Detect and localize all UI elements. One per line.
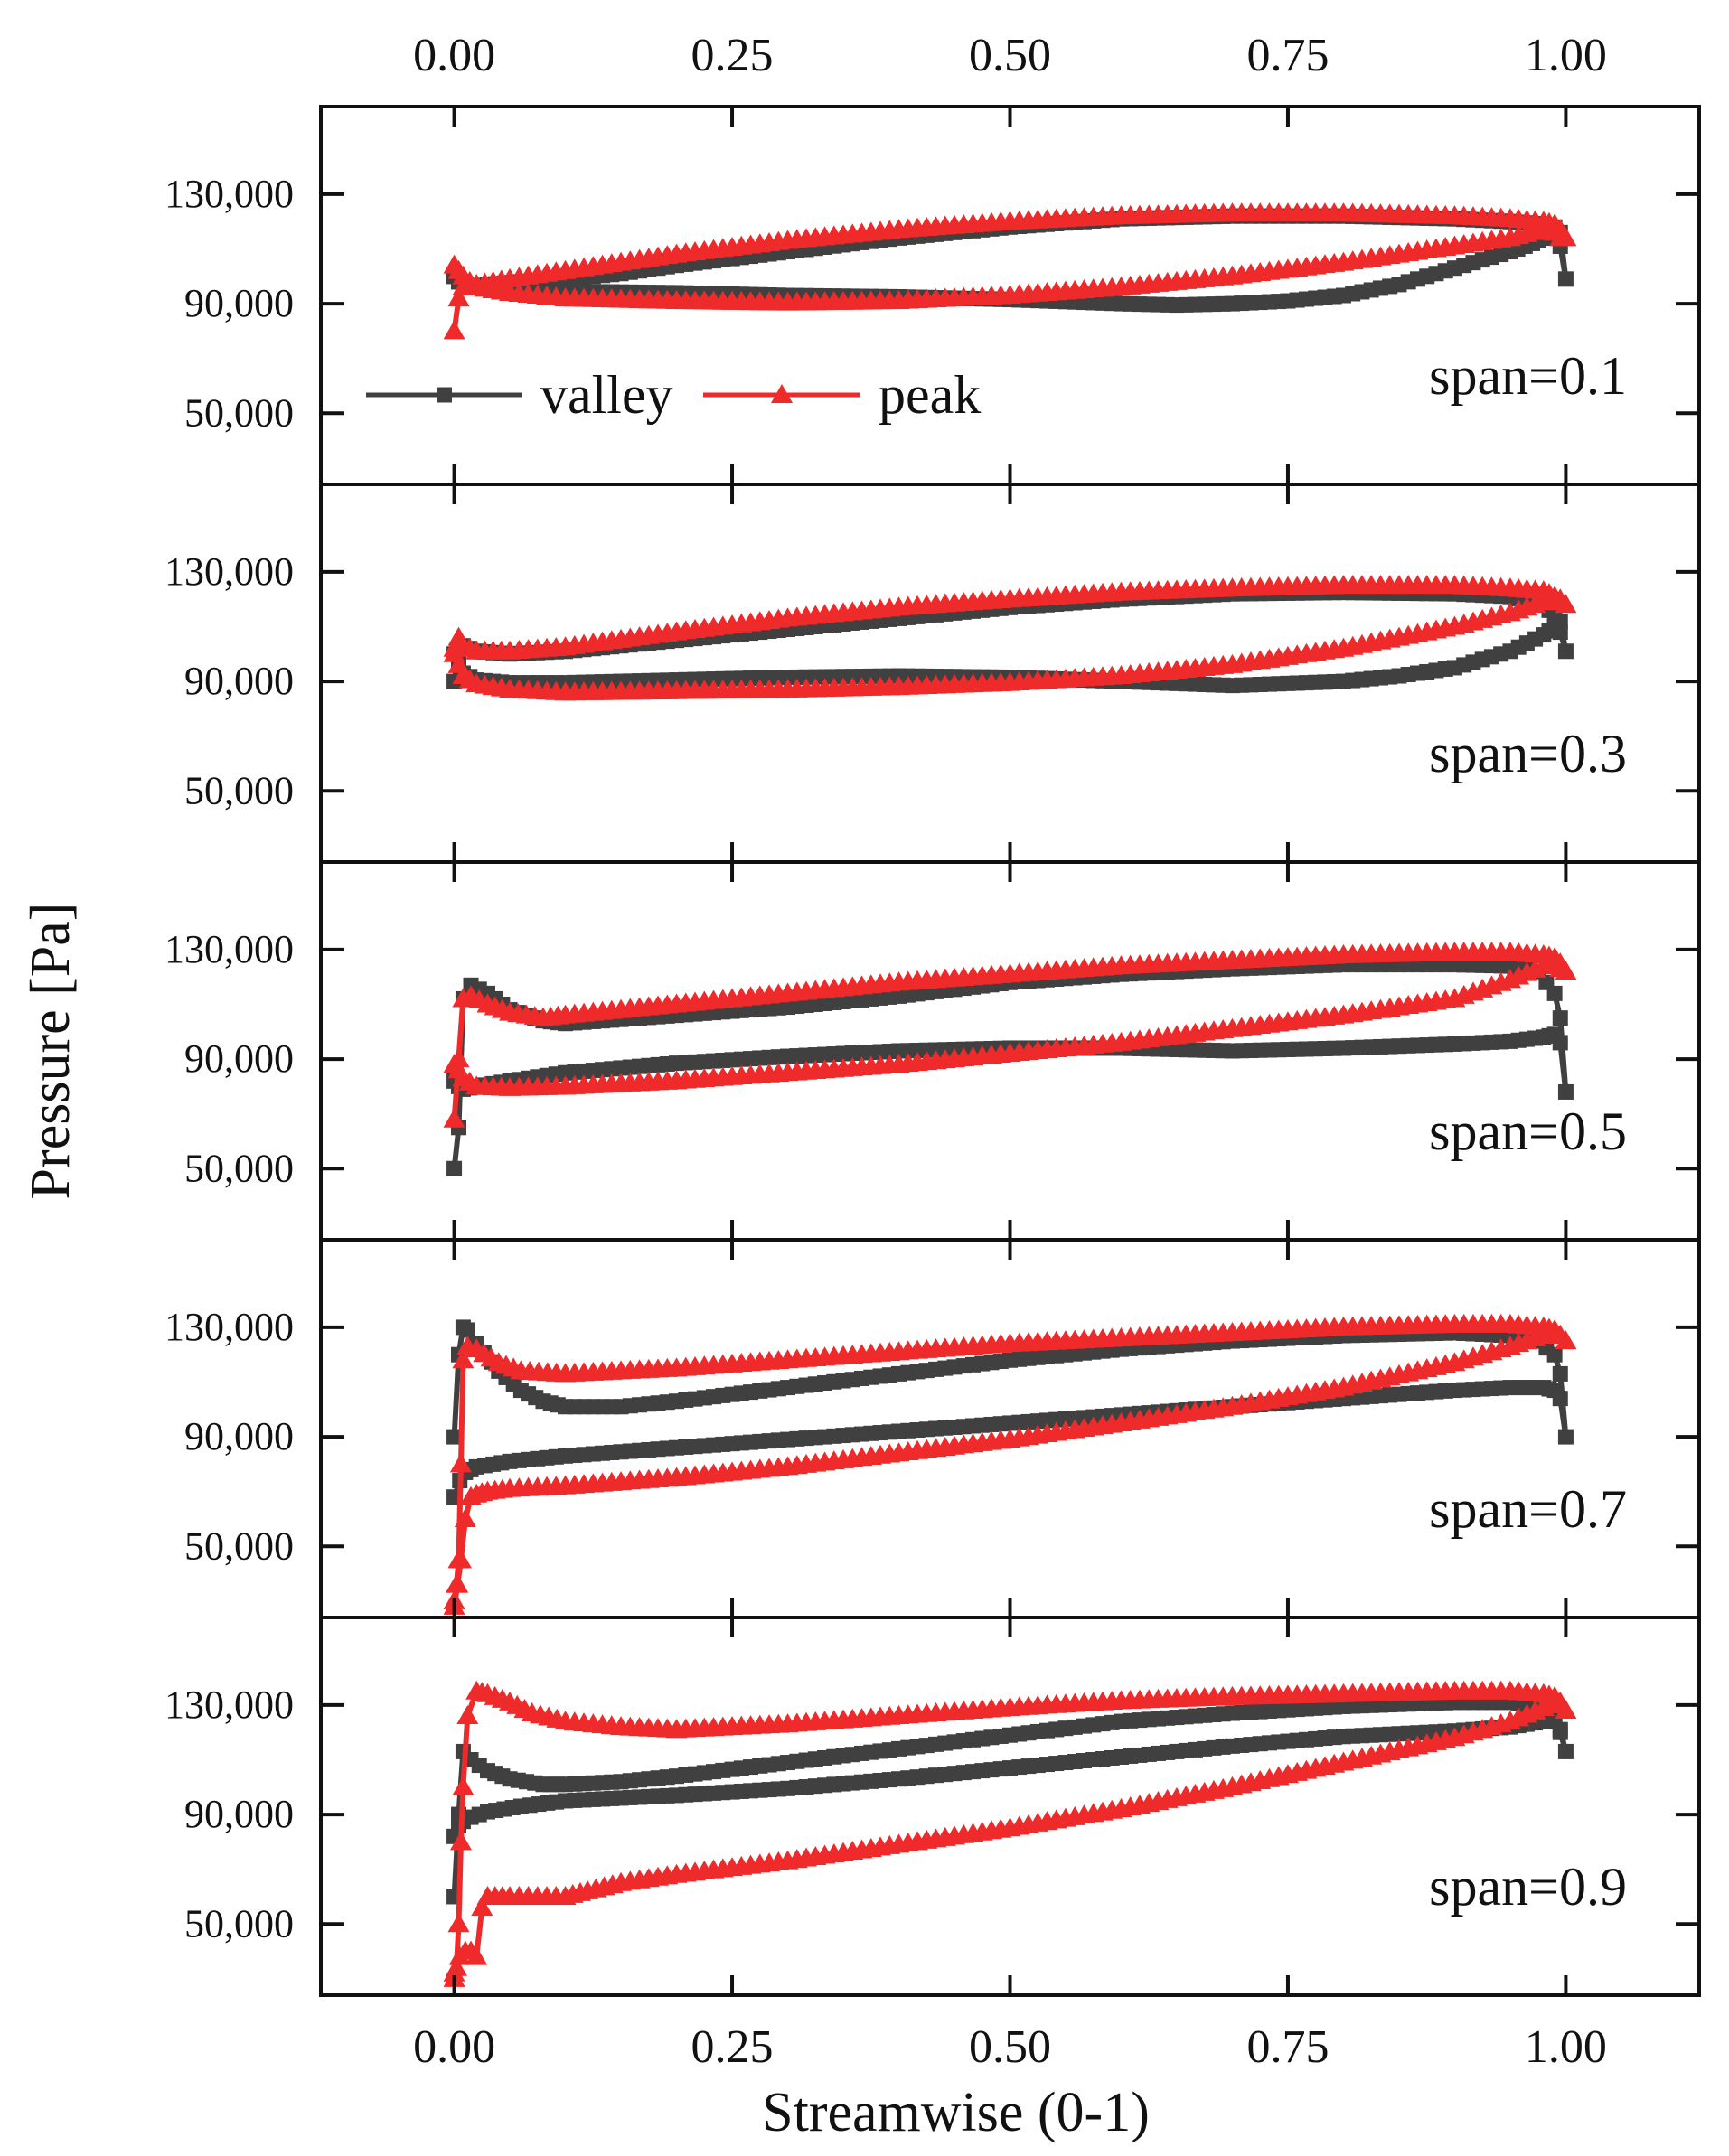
valley-point (1557, 271, 1574, 287)
series-peak-panel-2 (443, 575, 1577, 701)
legend-marker (437, 387, 452, 403)
legend-marker (771, 384, 793, 403)
peak-point (443, 1962, 465, 1982)
valley-point (459, 1322, 475, 1338)
panel-4-plot-area (443, 1313, 1577, 1615)
peak-point (449, 1453, 472, 1473)
panel-2: 50,000 90,000 130,000 span=0.3 (164, 483, 1701, 864)
x-tick-label-top: 0.00 (413, 30, 495, 81)
x-tick-label-top: 0.25 (691, 30, 774, 81)
y-tick-label: 130,000 (164, 1683, 294, 1727)
y-tick-label: 50,000 (184, 1146, 294, 1190)
panel-label: span=0.9 (1429, 1857, 1627, 1917)
panel-2-plot-area (443, 575, 1577, 701)
panel-1-plot-area (443, 202, 1577, 340)
y-tick-label: 90,000 (184, 1036, 294, 1081)
y-tick-label: 130,000 (164, 172, 294, 216)
y-tick-label: 90,000 (184, 1792, 294, 1836)
valley-point (446, 1160, 463, 1176)
legend-item-valley: valley (366, 365, 673, 425)
peak-point (454, 1507, 476, 1527)
panel-3: 50,000 90,000 130,000 span=0.5 (164, 860, 1701, 1242)
series-peak-panel-4 (443, 1313, 1577, 1615)
peak-point (443, 1054, 465, 1073)
peak-point (443, 320, 465, 340)
y-axis-title: Pressure [Pa] (20, 903, 81, 1200)
y-tick-label: 90,000 (184, 1414, 294, 1458)
x-tick-label-top: 1.00 (1525, 30, 1607, 81)
peak-point (447, 1913, 470, 1933)
peak-point (456, 1705, 479, 1725)
x-axis-title: Streamwise (0-1) (762, 2082, 1150, 2143)
panel-label: span=0.3 (1429, 724, 1627, 783)
peak-point (460, 1486, 483, 1505)
peak-point (443, 1108, 465, 1128)
valley-point (1546, 1346, 1563, 1363)
valley-point (1557, 643, 1574, 660)
legend-item-peak: peak (703, 365, 981, 425)
valley-point (1557, 1083, 1574, 1100)
panel-1: 50,000 90,000 130,000 span=0.1 (164, 105, 1701, 486)
y-tick-label: 130,000 (164, 1305, 294, 1349)
y-tick-label: 90,000 (184, 281, 294, 325)
valley-point (446, 1429, 463, 1445)
panel-label: span=0.1 (1429, 346, 1627, 406)
peak-point (452, 1349, 475, 1369)
peak-point (471, 1897, 493, 1917)
panel-5-plot-area (443, 1680, 1577, 1987)
peak-point (452, 665, 475, 685)
y-tick-label: 50,000 (184, 768, 294, 812)
x-tick-label-bottom: 0.75 (1246, 2021, 1329, 2073)
peak-point (446, 1573, 469, 1593)
legend: valley peak (366, 365, 981, 425)
peak-point (447, 653, 470, 673)
peak-point (449, 1549, 472, 1569)
valley-point (1552, 1010, 1568, 1026)
valley-point (1557, 1743, 1574, 1759)
panel-3-plot-area (443, 941, 1577, 1176)
x-tick-label-top: 0.75 (1246, 30, 1329, 81)
x-tick-label-bottom: 0.00 (413, 2021, 495, 2073)
legend-label: valley (540, 365, 673, 425)
legend-label: peak (879, 365, 981, 425)
panel-5: 50,000 90,000 130,000 span=0.9 (164, 1616, 1701, 1997)
series-peak-panel-3 (443, 941, 1577, 1128)
x-tick-label-top: 0.50 (969, 30, 1051, 81)
valley-point (1552, 1365, 1568, 1382)
x-tick-label-bottom: 1.00 (1525, 2021, 1607, 2073)
y-tick-label: 50,000 (184, 1523, 294, 1568)
y-tick-label: 130,000 (164, 927, 294, 971)
panel-4: 50,000 90,000 130,000 span=0.7 (164, 1238, 1701, 1619)
x-tick-label-bottom: 0.50 (969, 2021, 1051, 2073)
series-peak-panel-5 (443, 1680, 1577, 1987)
panel-label: span=0.7 (1429, 1479, 1627, 1539)
valley-point (1546, 985, 1563, 1001)
panel-label: span=0.5 (1429, 1101, 1627, 1161)
series-peak-panel-1 (443, 202, 1577, 340)
peak-point (448, 1945, 471, 1965)
y-tick-label: 50,000 (184, 1901, 294, 1945)
peak-point (447, 287, 470, 307)
peak-point (449, 1831, 472, 1851)
peak-point (443, 254, 465, 274)
valley-point (1557, 1429, 1574, 1445)
y-tick-label: 130,000 (164, 549, 294, 594)
peak-point (443, 642, 465, 662)
x-tick-label-bottom: 0.25 (691, 2021, 774, 2073)
peak-point (452, 1776, 475, 1795)
y-tick-label: 90,000 (184, 659, 294, 703)
series-valley-panel-3 (446, 957, 1574, 1176)
y-tick-label: 50,000 (184, 390, 294, 435)
